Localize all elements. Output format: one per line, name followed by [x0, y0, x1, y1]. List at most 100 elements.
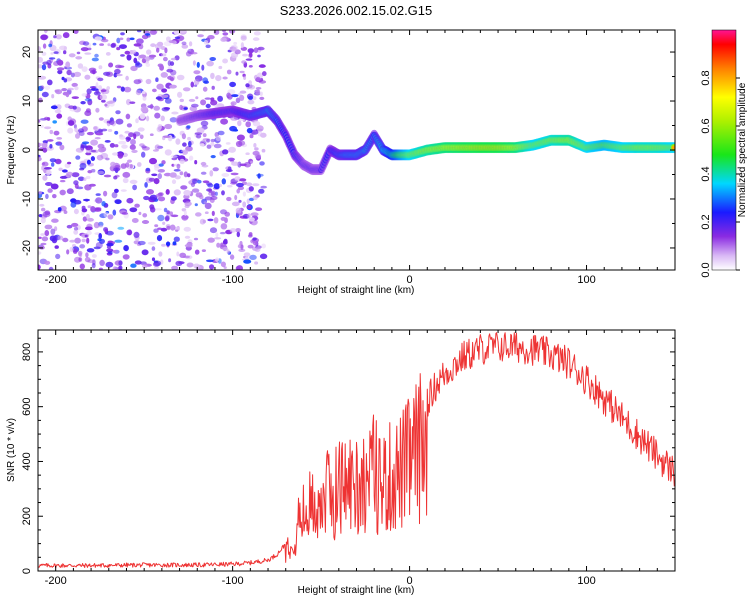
- bot-ytick-label: 400: [21, 452, 33, 470]
- noise-blob: [42, 43, 47, 49]
- noise-blob: [237, 120, 242, 127]
- noise-blob: [194, 78, 200, 86]
- noise-blob: [171, 179, 177, 184]
- noise-blob: [242, 191, 246, 197]
- noise-blob: [86, 88, 92, 95]
- noise-blob: [200, 161, 207, 166]
- noise-blob: [92, 42, 97, 46]
- noise-blob: [204, 211, 209, 214]
- bot-ytick-label: 600: [21, 398, 33, 416]
- noise-blob: [222, 32, 229, 36]
- noise-blob: [57, 59, 64, 66]
- noise-blob: [253, 240, 258, 246]
- spectrogram-ridge: [175, 105, 675, 176]
- noise-blob: [93, 221, 100, 229]
- noise-blob: [173, 236, 180, 242]
- noise-blob: [79, 244, 86, 249]
- noise-blob: [38, 56, 44, 63]
- noise-blob: [245, 121, 251, 128]
- noise-blob: [222, 58, 229, 64]
- noise-blob: [163, 135, 171, 138]
- noise-blob: [207, 35, 215, 40]
- noise-blob: [103, 174, 112, 178]
- noise-blob: [125, 136, 131, 143]
- noise-blob: [218, 65, 223, 70]
- noise-blob: [95, 193, 101, 196]
- noise-blob: [75, 56, 83, 60]
- noise-blob: [149, 204, 155, 210]
- noise-blob: [240, 244, 244, 250]
- noise-blob: [69, 239, 76, 243]
- noise-blob: [62, 169, 68, 173]
- noise-blob: [209, 198, 215, 203]
- noise-blob: [190, 81, 195, 88]
- noise-blob: [173, 189, 181, 196]
- noise-blob: [56, 113, 63, 119]
- noise-blob: [67, 87, 74, 91]
- noise-blob: [253, 143, 257, 148]
- noise-blob: [177, 91, 183, 98]
- noise-blob: [203, 201, 207, 204]
- colorbar-gradient: [711, 29, 737, 271]
- noise-blob: [144, 182, 148, 188]
- noise-blob: [200, 171, 207, 175]
- noise-blob: [156, 235, 163, 242]
- noise-blob: [38, 119, 41, 123]
- noise-blob: [81, 205, 86, 210]
- noise-blob: [223, 266, 227, 269]
- noise-blob: [188, 41, 193, 47]
- noise-blob: [59, 144, 65, 151]
- noise-blob: [186, 125, 191, 129]
- bot-xtick-label: -200: [45, 575, 67, 587]
- noise-blob: [248, 232, 253, 237]
- noise-blob: [94, 36, 103, 41]
- noise-blob: [44, 260, 51, 265]
- noise-blob: [133, 133, 137, 140]
- noise-blob: [51, 162, 55, 167]
- bot-xtick-label: 100: [577, 575, 595, 587]
- noise-blob: [80, 145, 89, 149]
- noise-blob: [247, 99, 255, 105]
- noise-blob: [154, 112, 161, 119]
- noise-blob: [98, 233, 102, 240]
- noise-blob: [67, 120, 75, 126]
- noise-blob: [47, 188, 53, 193]
- noise-blob: [59, 175, 68, 179]
- noise-blob: [160, 46, 166, 50]
- noise-blob: [166, 225, 171, 231]
- noise-blob: [226, 69, 232, 75]
- noise-blob: [239, 163, 247, 167]
- noise-blob: [136, 38, 144, 45]
- noise-blob: [255, 207, 263, 211]
- bot-xtick-label: 0: [407, 575, 413, 587]
- snr-plot: -200 -100 0 100 0 200 400 600 800: [21, 329, 676, 587]
- noise-blob: [176, 251, 180, 257]
- noise-blob: [123, 86, 132, 93]
- noise-blob: [129, 144, 136, 150]
- noise-blob: [170, 196, 177, 201]
- noise-blob: [120, 163, 127, 169]
- noise-blob: [160, 227, 168, 232]
- colorbar-tick-label: 0.8: [700, 70, 712, 85]
- noise-blob: [242, 201, 247, 208]
- noise-blob: [161, 243, 166, 247]
- noise-blob: [103, 190, 108, 197]
- noise-blob: [153, 266, 160, 269]
- noise-blob: [71, 96, 80, 99]
- noise-blob: [61, 88, 68, 92]
- noise-blob: [169, 84, 177, 89]
- noise-blob: [126, 123, 132, 128]
- noise-blob: [245, 58, 253, 61]
- noise-blob: [184, 201, 192, 207]
- noise-blob: [159, 64, 165, 71]
- noise-blob: [85, 252, 89, 258]
- noise-blob: [120, 86, 125, 92]
- noise-blob: [126, 197, 134, 204]
- noise-blob: [152, 88, 157, 93]
- noise-blob: [59, 45, 67, 51]
- noise-blob: [260, 185, 268, 189]
- noise-blob: [151, 173, 158, 177]
- noise-blob: [168, 40, 175, 44]
- noise-blob: [238, 178, 247, 182]
